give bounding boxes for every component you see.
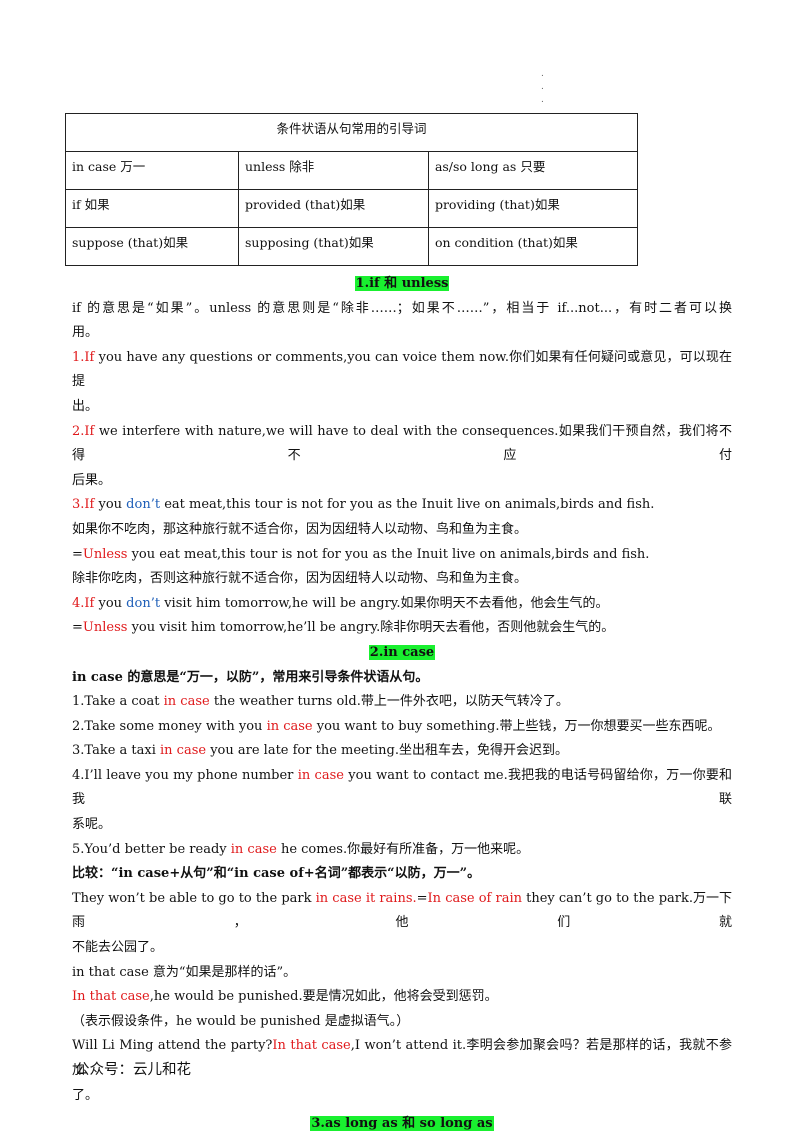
example-line: 后果。 (72, 472, 112, 488)
section-heading-in-case: 2.in case (368, 644, 436, 660)
example-line: In that case,he would be punished.要是情况如此… (72, 989, 498, 1005)
table-cell: supposing (that)如果 (237, 227, 429, 266)
example-line: Will Li Ming attend the party?In that ca… (72, 1038, 732, 1078)
example-line: 3.If you don’t eat meat,this tour is not… (72, 497, 655, 513)
table-cell: if 如果 (65, 189, 239, 228)
example-line: 除非你吃肉，否则这种旅行就不适合你，因为因纽特人以动物、鸟和鱼为主食。 (72, 571, 528, 587)
section-heading-if-unless: 1.if 和 unless (354, 276, 450, 291)
example-line: 了。 (72, 1087, 99, 1103)
table-cell: on condition (that)如果 (427, 227, 639, 266)
table-row: if 如果 provided (that)如果 providing (that)… (65, 189, 639, 228)
paragraph: in that case 意为“如果是那样的话”。 (72, 964, 297, 980)
example-line: 如果你不吃肉，那这种旅行就不适合你，因为因纽特人以动物、鸟和鱼为主食。 (72, 521, 528, 537)
table-row: suppose (that)如果 supposing (that)如果 on c… (65, 227, 639, 266)
table-cell: suppose (that)如果 (65, 227, 239, 266)
table-cell: as/so long as 只要 (427, 151, 639, 190)
example-line: 4.I’ll leave you my phone number in case… (72, 767, 733, 808)
paragraph: 用。 (72, 325, 99, 341)
paragraph: if 的意思是“如果”。unless 的意思则是“除非……；如果不……”，相当于… (72, 300, 732, 316)
example-line: 出。 (72, 398, 99, 414)
example-line: 5.You’d better be ready in case he comes… (72, 841, 530, 857)
section-heading-as-long-as: 3.as long as 和 so long as (310, 1116, 494, 1132)
example-line: 不能去公园了。 (72, 940, 164, 956)
example-line: =Unless you visit him tomorrow,he’ll be … (72, 620, 615, 636)
example-line: 1.Take a coat in case the weather turns … (72, 694, 569, 710)
footer-account-label: 公众号：云儿和花 (75, 1062, 191, 1078)
corner-dots: . . . (541, 69, 544, 105)
example-line: 系呢。 (72, 817, 112, 833)
table-row: in case 万一 unless 除非 as/so long as 只要 (65, 151, 639, 190)
example-line: They won’t be able to go to the park in … (72, 890, 732, 931)
document-body: 1.if 和 unless if 的意思是“如果”。unless 的意思则是“除… (72, 272, 732, 1137)
table-cell: providing (that)如果 (427, 189, 639, 228)
example-line: 3.Take a taxi in case you are late for t… (72, 743, 568, 759)
paragraph: in case 的意思是“万一，以防”，常用来引导条件状语从句。 (72, 669, 429, 685)
example-line: 2.Take some money with you in case you w… (72, 718, 721, 734)
paragraph: 比较：“in case+从句”和“in case of+名词”都表示“以防，万一… (72, 866, 481, 882)
table-cell: unless 除非 (237, 151, 429, 190)
example-line: 1.If you have any questions or comments,… (72, 349, 732, 390)
example-line: 2.If we interfere with nature,we will ha… (72, 423, 732, 464)
conjunction-table: 条件状语从句常用的引导词 in case 万一 unless 除非 as/so … (65, 113, 639, 266)
table-title: 条件状语从句常用的引导词 (65, 113, 638, 152)
table-cell: in case 万一 (65, 151, 239, 190)
table-cell: provided (that)如果 (237, 189, 429, 228)
example-line: 4.If you don’t visit him tomorrow,he wil… (72, 595, 609, 611)
paragraph: （表示假设条件，he would be punished 是虚拟语气。） (72, 1013, 410, 1029)
example-line: =Unless you eat meat,this tour is not fo… (72, 546, 650, 562)
